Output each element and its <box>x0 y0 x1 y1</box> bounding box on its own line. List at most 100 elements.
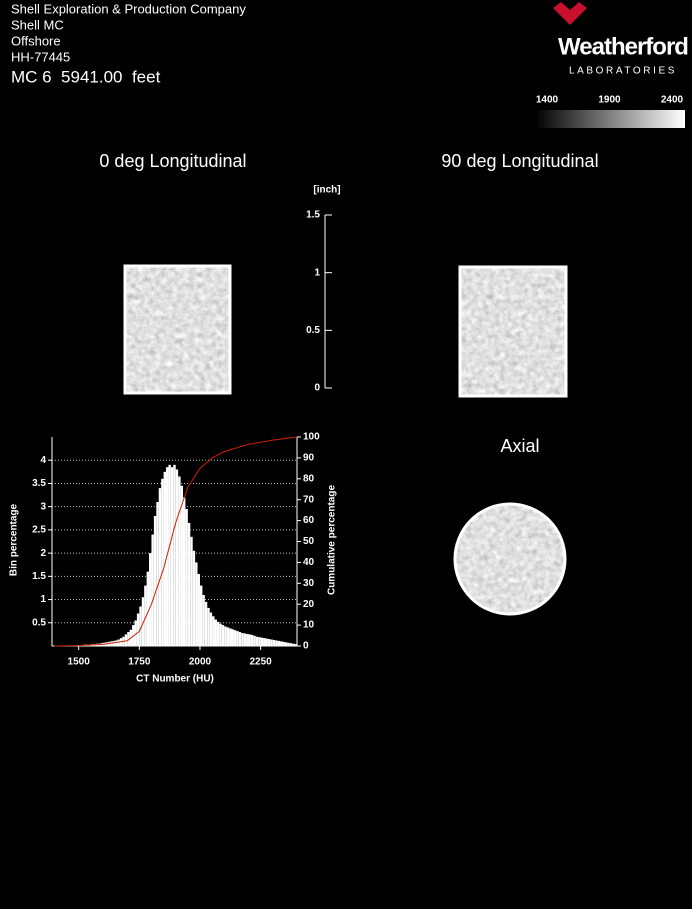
bar <box>149 553 152 646</box>
logo-mark <box>553 2 587 25</box>
y2-tick-label: 40 <box>303 557 315 568</box>
bar <box>182 497 186 646</box>
bar <box>141 597 145 646</box>
cumulative-line <box>54 436 298 647</box>
ct-slice-90 <box>460 267 566 396</box>
y-tick-label: 3 <box>40 501 46 512</box>
bar <box>294 644 297 646</box>
bar <box>284 642 288 646</box>
y2-tick-label: 50 <box>303 536 315 547</box>
bar <box>238 632 242 646</box>
y2-tick-label: 80 <box>303 473 315 484</box>
bar <box>202 594 205 646</box>
bar <box>233 630 237 646</box>
ct-axial <box>455 504 565 614</box>
y2-tick-label: 0 <box>303 641 309 652</box>
bar <box>124 634 128 646</box>
panel-title: 0 deg Longitudinal <box>99 151 246 171</box>
bar <box>282 641 285 646</box>
bar <box>216 621 220 646</box>
header-line: HH-77445 <box>11 49 70 64</box>
bar <box>163 471 167 646</box>
bar <box>185 508 188 646</box>
bar <box>146 571 150 646</box>
bar <box>153 515 157 646</box>
y2-tick-label: 100 <box>303 432 320 443</box>
logo-subtitle: LABORATORIES <box>569 66 677 77</box>
bar <box>115 640 118 646</box>
bar <box>136 613 140 646</box>
ct-slice-border <box>123 264 232 395</box>
bar <box>287 642 290 646</box>
bar <box>209 612 213 646</box>
header-line: Shell MC <box>11 17 64 32</box>
y-tick-label: 1.5 <box>32 571 46 582</box>
y-tick-label: 4 <box>40 455 46 466</box>
bar <box>292 643 295 646</box>
y2-tick-label: 70 <box>303 494 315 505</box>
bar <box>151 534 154 646</box>
bar <box>258 637 261 646</box>
colorbar <box>535 110 685 128</box>
colorbar-tick: 1900 <box>598 95 621 106</box>
bar <box>246 633 249 646</box>
bar <box>187 522 191 646</box>
bar <box>229 628 232 646</box>
bar <box>221 625 225 646</box>
bar <box>270 639 273 646</box>
bar <box>248 634 251 646</box>
y-tick-label: 3.5 <box>32 478 46 489</box>
panel-title: 90 deg Longitudinal <box>441 151 598 171</box>
x-tick-label: 1750 <box>128 657 151 668</box>
bar <box>156 502 159 646</box>
ct-slice-0 <box>123 264 232 395</box>
y2-tick-label: 20 <box>303 599 315 610</box>
x-axis-label: CT Number (HU) <box>136 674 214 685</box>
bar <box>255 636 259 646</box>
y2-axis-label: Cumulative percentage <box>327 485 338 595</box>
bar <box>267 639 271 646</box>
y2-tick-label: 90 <box>303 453 315 464</box>
bar <box>214 619 217 646</box>
bar <box>190 536 193 646</box>
scale-tick-label: 0.5 <box>306 325 320 336</box>
bar <box>117 639 120 646</box>
colorbar-tick: 1400 <box>536 95 559 106</box>
y-tick-label: 2.5 <box>32 525 46 536</box>
bar <box>204 601 208 646</box>
bar <box>158 488 162 646</box>
y2-tick-label: 30 <box>303 578 315 589</box>
depth: MC 6 5941.00 feet <box>11 67 161 86</box>
y-tick-label: 0.5 <box>32 617 46 628</box>
bar <box>112 640 116 646</box>
bar <box>199 585 203 646</box>
bar <box>263 638 266 646</box>
header-line: Shell Exploration & Production Company <box>11 1 246 16</box>
ct-slice-border <box>458 265 568 398</box>
x-tick-label: 1500 <box>68 657 91 668</box>
bar <box>127 632 130 646</box>
bar <box>173 464 176 646</box>
bar <box>139 606 142 646</box>
x-tick-label: 2250 <box>249 657 272 668</box>
x-tick-label: 2000 <box>189 657 212 668</box>
header-line: Offshore <box>11 33 61 48</box>
bar <box>192 550 196 646</box>
bar <box>243 633 247 646</box>
bar <box>280 641 283 646</box>
logo-name: Weatherford <box>558 33 688 60</box>
bar <box>272 639 276 646</box>
bar <box>224 626 227 646</box>
bar <box>197 574 200 646</box>
scale-tick-label: 0 <box>314 383 320 394</box>
y-tick-label: 1 <box>40 594 46 605</box>
bar <box>212 616 215 646</box>
bar <box>175 469 179 646</box>
bar <box>275 640 278 646</box>
bar <box>144 585 147 646</box>
y2-tick-label: 10 <box>303 620 315 631</box>
bar <box>180 485 183 646</box>
panel-title: Axial <box>500 436 539 456</box>
bar <box>253 635 256 646</box>
